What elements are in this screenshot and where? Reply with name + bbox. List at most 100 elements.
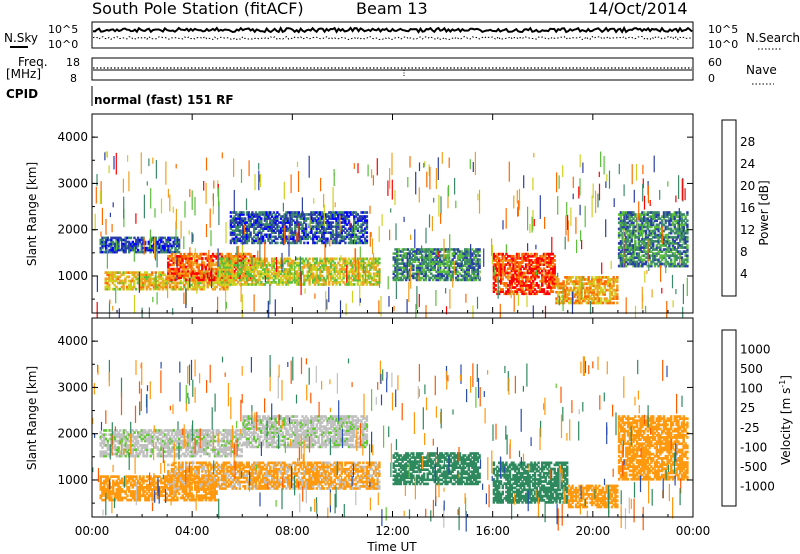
echo-cell [242,261,245,265]
echo-cell [226,263,229,267]
echo-cell [190,283,193,287]
echo-cell [140,277,143,281]
echo-cell [108,285,111,289]
echo-cell [143,283,147,287]
echo-cell [143,271,147,274]
echo-cell [167,265,170,269]
echo-cell [103,250,106,254]
echo-cell [134,287,138,291]
echo-cell [113,244,117,248]
scatter-echo [259,243,261,262]
echo-cell [163,244,166,248]
echo-cell [158,287,161,291]
echo-cell [104,279,107,283]
echo-cell [238,276,242,279]
echo-cell [117,287,120,291]
echo-cell [104,238,108,242]
echo-cell [174,283,177,287]
echo-cell [124,281,127,285]
echo-cell [229,268,233,271]
echo-cell [226,259,229,263]
echo-cell [229,252,233,256]
scatter-echo [108,165,110,174]
echo-cell [119,238,122,242]
echo-cell [167,240,170,244]
echo-cell [226,268,229,271]
echo-cell [249,272,252,276]
echo-cell [176,248,179,252]
echo-cell [181,274,184,277]
echo-cell [226,276,229,280]
echo-cell [119,236,122,240]
echo-cell [229,257,233,260]
echo-cell [249,263,252,267]
echo-cell [176,285,179,289]
echo-cell [199,269,202,273]
echo-cell [201,263,204,267]
echo-cell [219,268,222,271]
echo-cell [172,287,175,291]
echo-cell [136,238,140,242]
scatter-echo [551,236,553,255]
echo-cell [186,281,190,285]
echo-cell [199,285,202,289]
echo-cell [215,261,218,265]
echo-cell [365,231,369,234]
echo-cell [219,252,222,256]
echo-cell [242,252,245,256]
echo-cell [108,238,111,242]
echo-cell [222,287,225,291]
echo-cell [190,267,193,271]
echo-cell [144,250,147,254]
echo-cell [244,283,247,286]
echo-cell [616,276,619,279]
echo-cell [199,257,202,260]
echo-cell [142,277,145,281]
echo-cell [224,278,227,282]
echo-cell [247,274,250,278]
echo-cell [108,277,111,281]
echo-cell [124,277,127,281]
echo-cell [233,283,236,286]
echo-cell [140,273,143,277]
echo-cell [122,244,126,248]
echo-cell [113,246,117,250]
echo-cell [174,267,177,271]
echo-cell [197,267,200,271]
echo-cell [142,283,145,287]
echo-cell [553,259,556,262]
echo-cell [190,278,193,282]
echo-cell [131,244,134,248]
echo-cell [686,211,689,214]
echo-cell [108,248,111,252]
echo-cell [154,271,157,274]
echo-cell [124,250,127,254]
echo-cell [210,257,213,260]
echo-cell [227,281,231,284]
echo-cell [138,238,142,242]
scatter-echo [351,290,354,303]
echo-cell [145,271,149,274]
echo-cell [181,255,184,258]
echo-cell [170,246,174,250]
echo-cell [202,285,206,289]
echo-cell [179,287,182,291]
echo-cell [144,246,147,250]
scatter-echo [581,239,583,250]
echo-cell [165,287,168,291]
echo-cell [176,283,179,287]
echo-cell [127,275,131,279]
echo-cell [104,242,108,246]
echo-cell [174,255,177,258]
echo-cell [206,281,209,285]
echo-cell [204,269,208,273]
echo-cell [111,287,115,291]
echo-cell [365,215,369,218]
echo-cell [183,252,186,256]
echo-cell [188,261,191,265]
echo-cell [127,283,131,287]
echo-cell [238,259,242,262]
echo-cell [192,281,195,285]
echo-cell [143,279,147,283]
echo-cell [224,259,227,263]
